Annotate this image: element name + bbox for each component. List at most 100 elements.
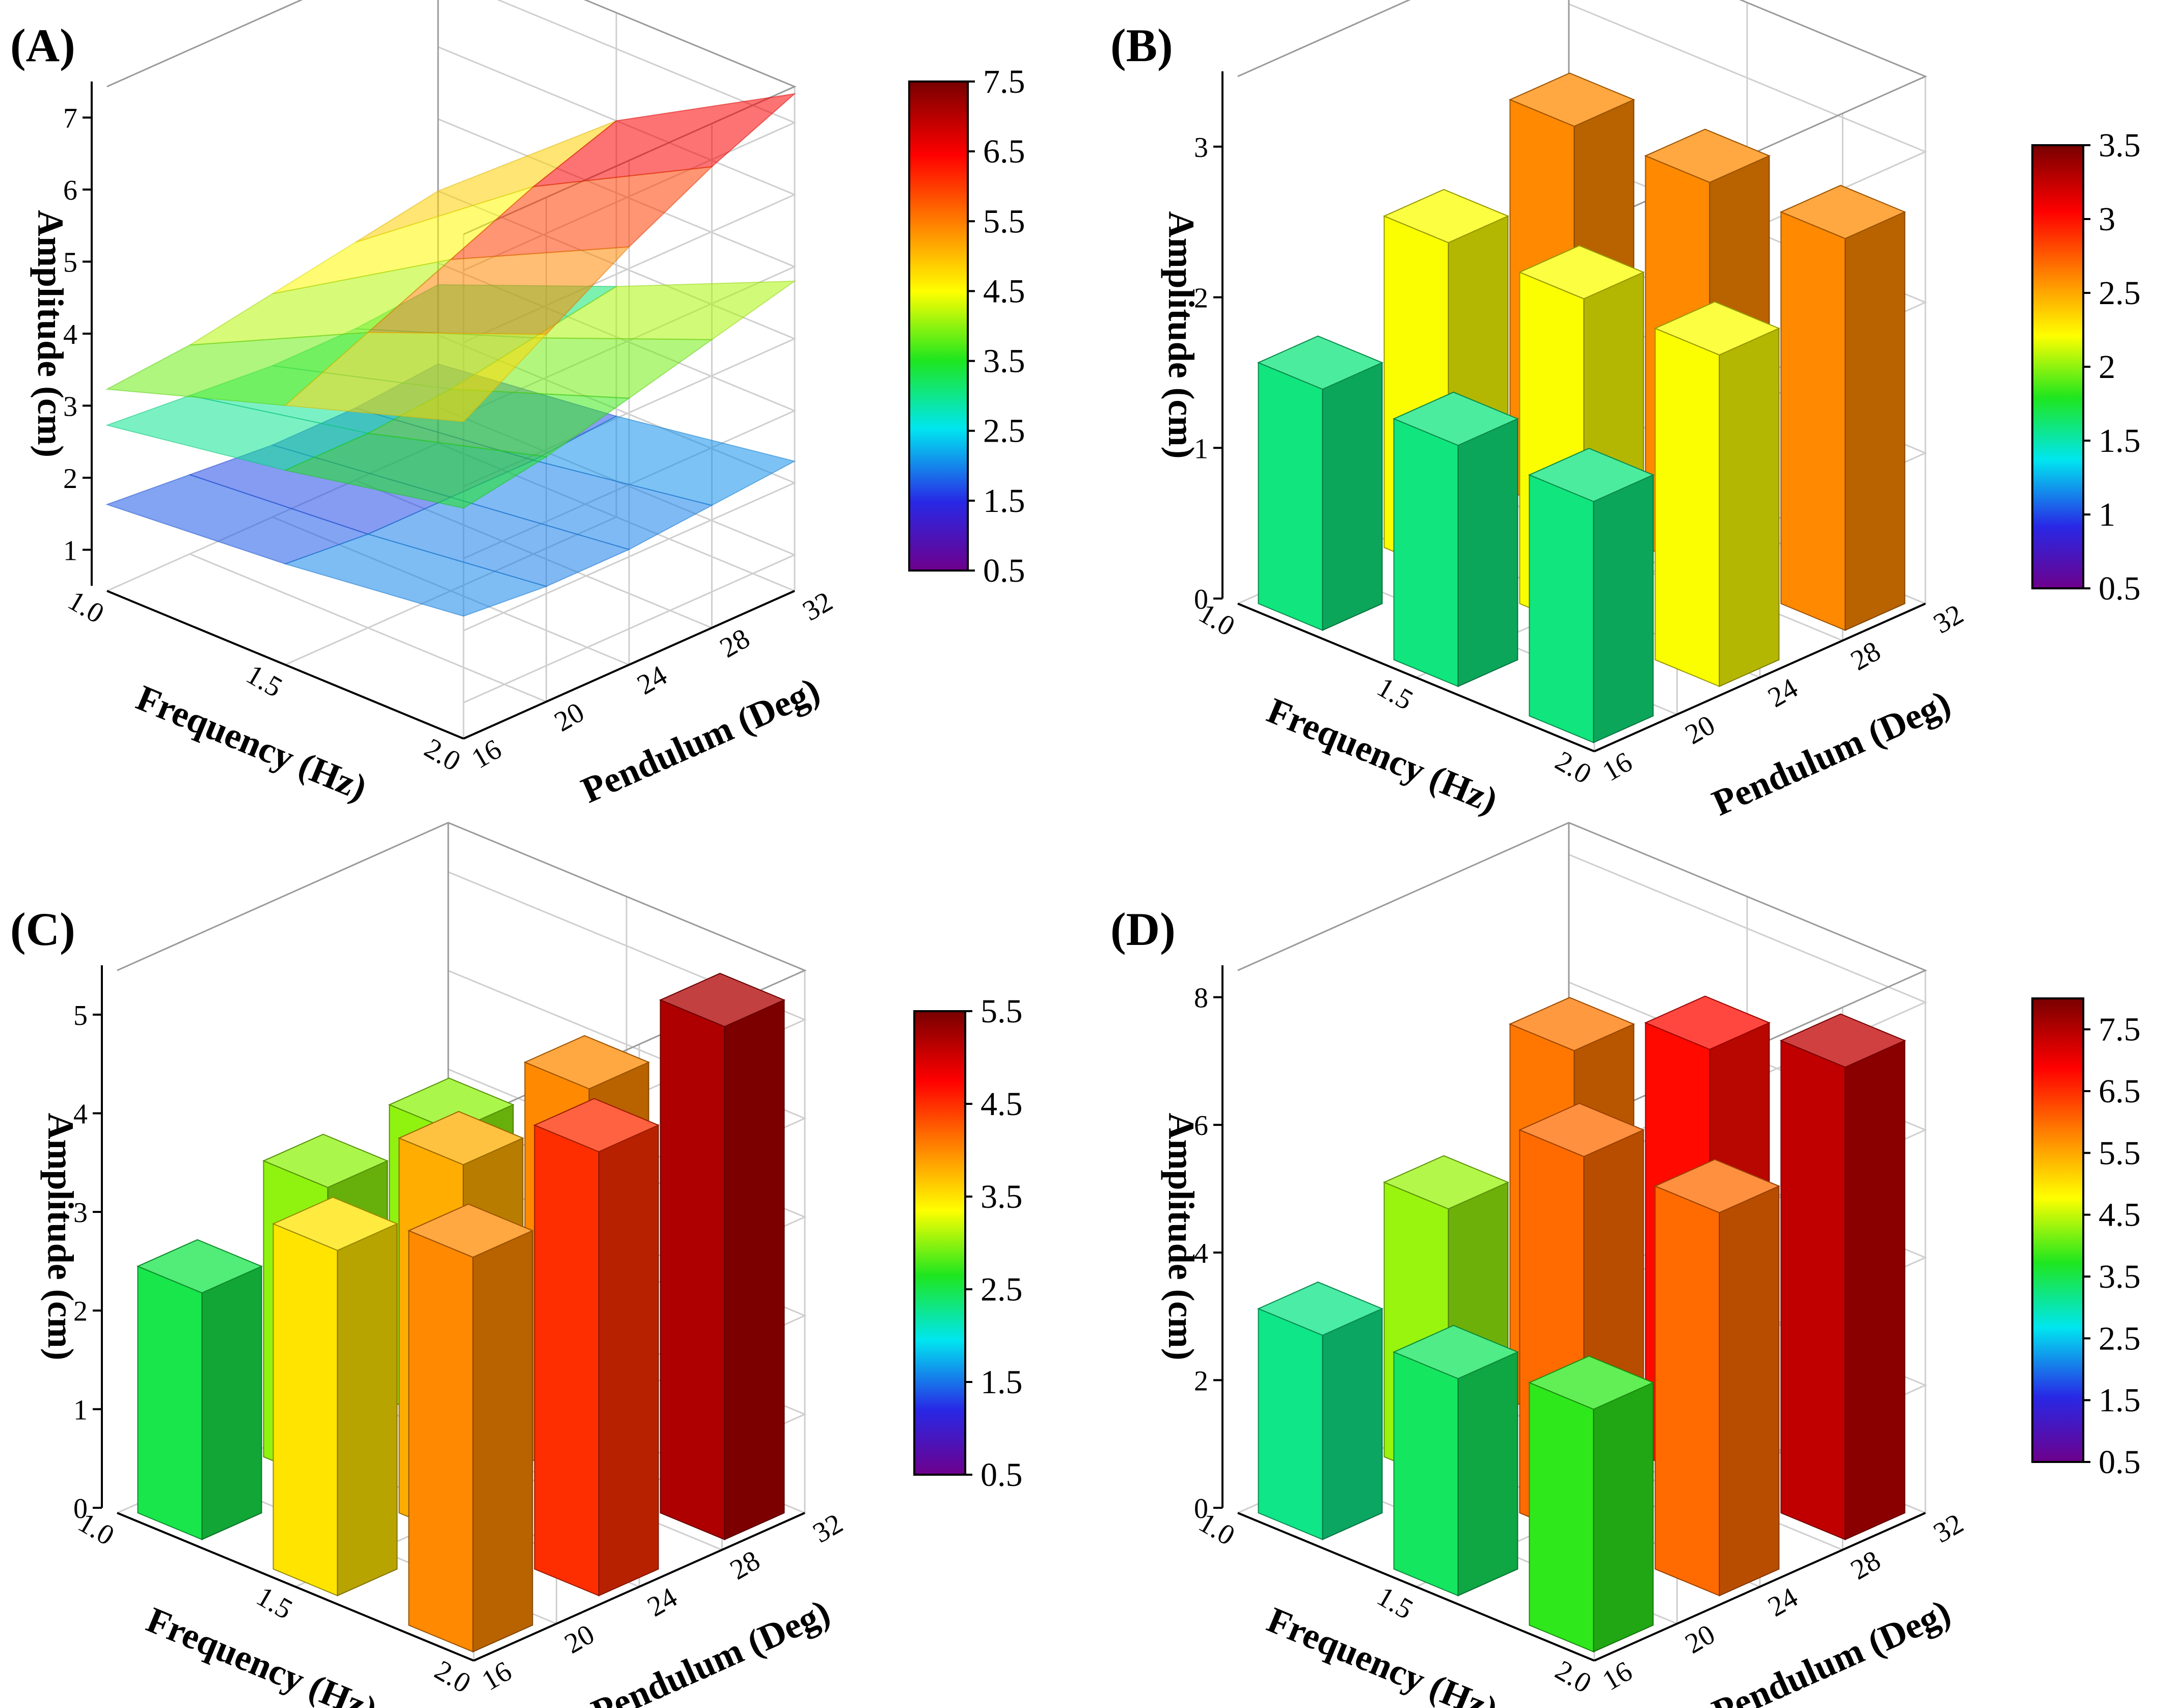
bar-top-face bbox=[1382, 188, 1510, 243]
pendulum-axis-line bbox=[473, 1512, 805, 1662]
colorbar-tick-label: 6.5 bbox=[2099, 1073, 2141, 1110]
z-tick-label: 4 bbox=[1194, 1238, 1208, 1269]
bar-side-face bbox=[598, 1124, 659, 1596]
bar-top-face bbox=[1392, 1324, 1519, 1379]
pendulum-axis-title: Pendulum (Deg) bbox=[586, 1591, 836, 1708]
pendulum-tick-label: 28 bbox=[1845, 1544, 1886, 1586]
bar-f1-p16 bbox=[1257, 335, 1384, 631]
z-tick-label: 3 bbox=[1194, 132, 1208, 164]
colorbar-tick-label: 4.5 bbox=[981, 1086, 1023, 1123]
bar-front-face bbox=[1529, 1381, 1594, 1653]
z-axis-title: Amplitude (cm) bbox=[40, 1113, 81, 1361]
colorbar-tick-label: 3.5 bbox=[981, 1178, 1023, 1215]
colorbar-tick-label: 0.5 bbox=[2099, 1444, 2141, 1481]
bar-f1-p16 bbox=[136, 1239, 263, 1540]
z-tick-label: 0 bbox=[73, 1493, 88, 1525]
colorbar-tick-label: 2.5 bbox=[981, 1271, 1023, 1308]
bar-side-face bbox=[1593, 474, 1654, 744]
bar-top-face bbox=[523, 1035, 650, 1090]
z-tick-label: 2 bbox=[73, 1296, 88, 1327]
panel-label: (B) bbox=[1110, 19, 1173, 71]
bar-top-face bbox=[533, 1098, 660, 1153]
colorbar-tick-label: 1 bbox=[2099, 496, 2115, 533]
axes bbox=[101, 965, 805, 1662]
bar-f1.5-p16 bbox=[1392, 1324, 1519, 1596]
pendulum-tick-label: 24 bbox=[1763, 672, 1803, 714]
surface-3 bbox=[105, 93, 797, 422]
bar-top-face bbox=[1779, 1013, 1907, 1068]
z-tick-label: 1 bbox=[73, 1394, 88, 1426]
panel-label: (D) bbox=[1110, 903, 1176, 955]
z-tick-label: 1 bbox=[63, 535, 77, 566]
z-tick-label: 2 bbox=[1194, 1365, 1208, 1397]
z-tick-label: 4 bbox=[63, 319, 77, 350]
pendulum-axis-line bbox=[1594, 1512, 1926, 1662]
colorbar-tick-label: 2.5 bbox=[2099, 275, 2141, 312]
bar-top-face bbox=[397, 1110, 525, 1165]
bar-top-face bbox=[659, 972, 786, 1027]
bar-side-face bbox=[1593, 1381, 1654, 1653]
bar-front-face bbox=[1529, 474, 1594, 744]
bar-f2-p32 bbox=[1779, 1013, 1907, 1540]
frequency-axis-title: Frequency (Hz) bbox=[131, 677, 373, 808]
bar-top-face bbox=[407, 1203, 534, 1258]
pendulum-tick-label: 28 bbox=[1845, 635, 1886, 677]
panel-label: (A) bbox=[10, 19, 75, 71]
colorbar-tick-label: 5.5 bbox=[981, 993, 1023, 1030]
bar-front-face bbox=[408, 1230, 474, 1653]
surface-patch bbox=[283, 533, 548, 617]
colorbar-tick-label: 3.5 bbox=[983, 343, 1025, 380]
pendulum-tick-label: 32 bbox=[808, 1508, 848, 1550]
bar-top-face bbox=[1644, 128, 1771, 183]
colorbar-bar bbox=[913, 1010, 966, 1476]
colorbar-tick-label: 1.5 bbox=[2099, 422, 2141, 459]
bar-front-face bbox=[660, 999, 725, 1540]
z-axis-title: Amplitude (cm) bbox=[1161, 1113, 1202, 1361]
frequency-tick-label: 2.0 bbox=[1550, 745, 1597, 791]
colorbar-tick-label: 2.5 bbox=[983, 413, 1025, 450]
bar-top-face bbox=[1779, 184, 1907, 239]
axes bbox=[1221, 965, 1926, 1662]
surface-patch bbox=[284, 332, 548, 422]
bar-side-face bbox=[1844, 1040, 1906, 1540]
bar-side-face bbox=[201, 1265, 262, 1540]
axes bbox=[1221, 71, 1926, 752]
bar-f2-p32 bbox=[659, 972, 786, 1540]
colorbar-tick-label: 4.5 bbox=[2099, 1197, 2141, 1234]
z-tick-label: 1 bbox=[1194, 433, 1208, 465]
bar-top-face bbox=[136, 1239, 263, 1294]
top-rim bbox=[1237, 0, 1927, 225]
bar-top-face bbox=[1508, 997, 1636, 1051]
bar-front-face bbox=[1393, 1351, 1459, 1596]
colorbar: 0.5 1.5 2.5 3.5 4.5 5.5 6.5 7.5 bbox=[908, 63, 1025, 589]
colorbar-tick-label: 0.5 bbox=[981, 1456, 1023, 1494]
bar-f1.5-p16 bbox=[271, 1197, 399, 1596]
colorbar-tick-label: 0.5 bbox=[2099, 570, 2141, 607]
bar-front-face bbox=[1654, 1185, 1720, 1596]
pendulum-tick-label: 24 bbox=[1763, 1582, 1803, 1623]
bar-front-face bbox=[137, 1265, 203, 1540]
colorbar: 0.5 1.5 2.5 3.5 4.5 5.5 bbox=[913, 993, 1023, 1494]
colorbar-tick-label: 1.5 bbox=[2099, 1382, 2141, 1419]
frequency-axis-title: Frequency (Hz) bbox=[1262, 1599, 1504, 1708]
bar-side-face bbox=[1457, 418, 1518, 687]
bar-top-face bbox=[1644, 995, 1771, 1050]
colorbar-tick-label: 3 bbox=[2099, 201, 2115, 238]
frequency-axis-line bbox=[1237, 1512, 1595, 1662]
bar-top-face bbox=[1528, 1355, 1655, 1410]
frequency-tick-label: 1.5 bbox=[1372, 671, 1419, 717]
top-rim bbox=[117, 822, 807, 1119]
frequency-axis-line bbox=[117, 1512, 474, 1662]
bar-top-face bbox=[1392, 391, 1519, 446]
bar-side-face bbox=[1322, 362, 1383, 631]
pendulum-tick-label: 32 bbox=[798, 586, 838, 628]
surface-patch bbox=[283, 432, 548, 509]
z-axis-title: Amplitude (cm) bbox=[1161, 211, 1202, 459]
colorbar-tick-label: 1.5 bbox=[981, 1364, 1023, 1401]
bar-front-face bbox=[534, 1124, 600, 1596]
frequency-axis-title: Frequency (Hz) bbox=[1262, 690, 1504, 821]
pendulum-tick-label: 20 bbox=[1680, 709, 1720, 751]
